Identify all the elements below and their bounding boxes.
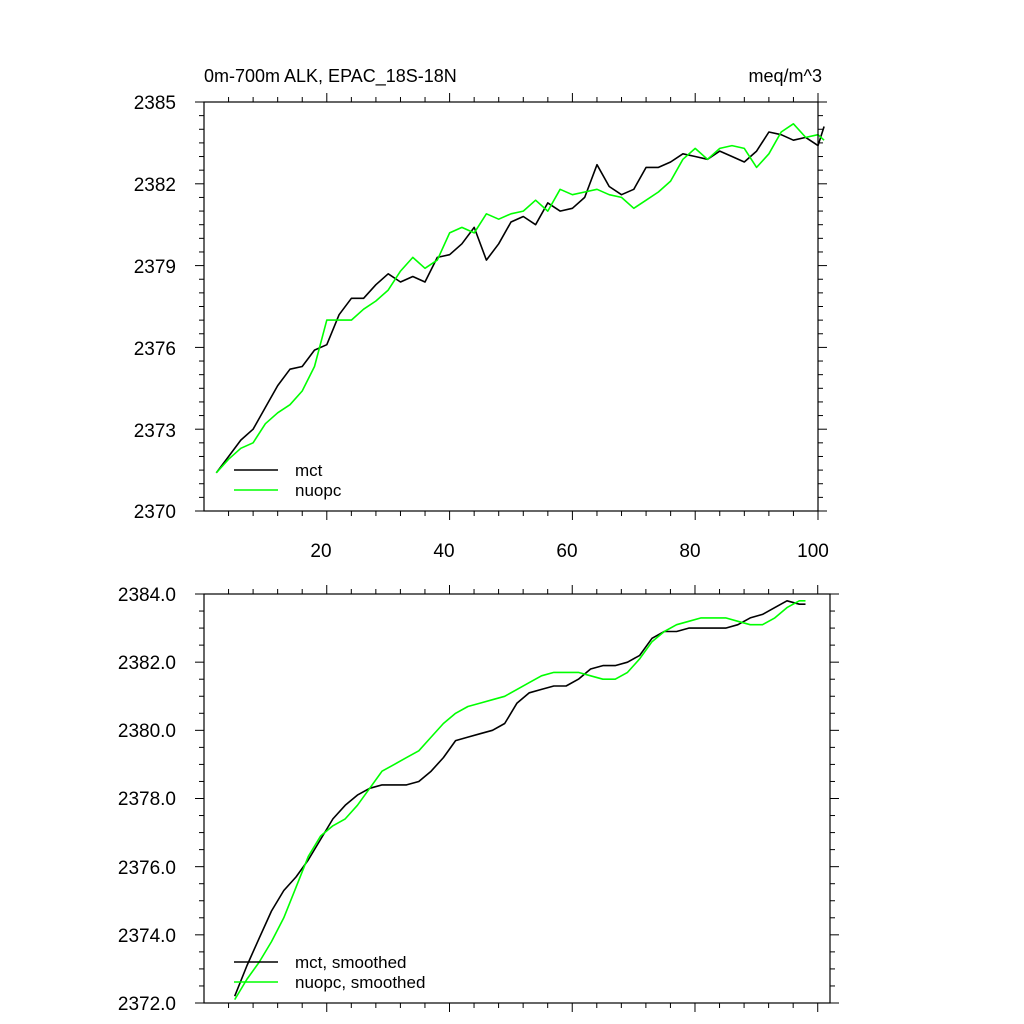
top-ytick-label: 2376 [134,339,176,360]
top-xtick-label: 40 [433,541,454,562]
top-xtick-label: 60 [556,541,577,562]
top-panel: 0m-700m ALK, EPAC_18S-18N meq/m^3 2385 2… [134,66,829,562]
top-ytick-label: 2385 [134,93,176,114]
top-ytick-label: 2382 [134,175,176,196]
bottom-series-mct-smoothed-line [233,600,806,997]
legend-label-nuopc: nuopc [295,481,342,500]
top-panel-units: meq/m^3 [749,66,822,86]
top-series-mct-line [215,126,825,474]
top-xtick-label: 100 [797,541,829,562]
bottom-ytick-label: 2372.0 [118,994,176,1015]
bottom-panel-series [233,600,806,1001]
top-panel-minor-ticks [199,97,823,516]
bottom-panel-major-ticks [195,585,839,1012]
legend-label-nuopc-smoothed: nuopc, smoothed [295,973,425,992]
top-ytick-label: 2373 [134,421,176,442]
top-panel-series [215,123,825,474]
legend-label-mct: mct [295,461,323,480]
top-ytick-label: 2379 [134,257,176,278]
legend-label-mct-smoothed: mct, smoothed [295,953,407,972]
top-panel-major-ticks [195,93,827,520]
bottom-panel-frame [203,593,831,1004]
top-series-nuopc-line [215,123,825,474]
top-xtick-label: 80 [679,541,700,562]
bottom-ytick-label: 2378.0 [118,789,176,810]
top-ytick-label: 2370 [134,502,176,523]
bottom-ytick-label: 2374.0 [118,926,176,947]
top-panel-legend: mct nuopc [234,461,342,500]
bottom-ytick-label: 2380.0 [118,721,176,742]
top-panel-frame [203,101,819,512]
bottom-ytick-label: 2384.0 [118,585,176,606]
top-panel-title: 0m-700m ALK, EPAC_18S-18N [204,66,457,87]
bottom-panel-legend: mct, smoothed nuopc, smoothed [234,953,425,992]
bottom-panel-minor-ticks [199,589,835,1008]
top-xtick-label: 20 [310,541,331,562]
bottom-panel: 2384.0 2382.0 2380.0 2378.0 2376.0 2374.… [118,585,839,1015]
bottom-ytick-label: 2382.0 [118,653,176,674]
bottom-series-nuopc-smoothed-line [234,600,806,1001]
bottom-ytick-label: 2376.0 [118,858,176,879]
